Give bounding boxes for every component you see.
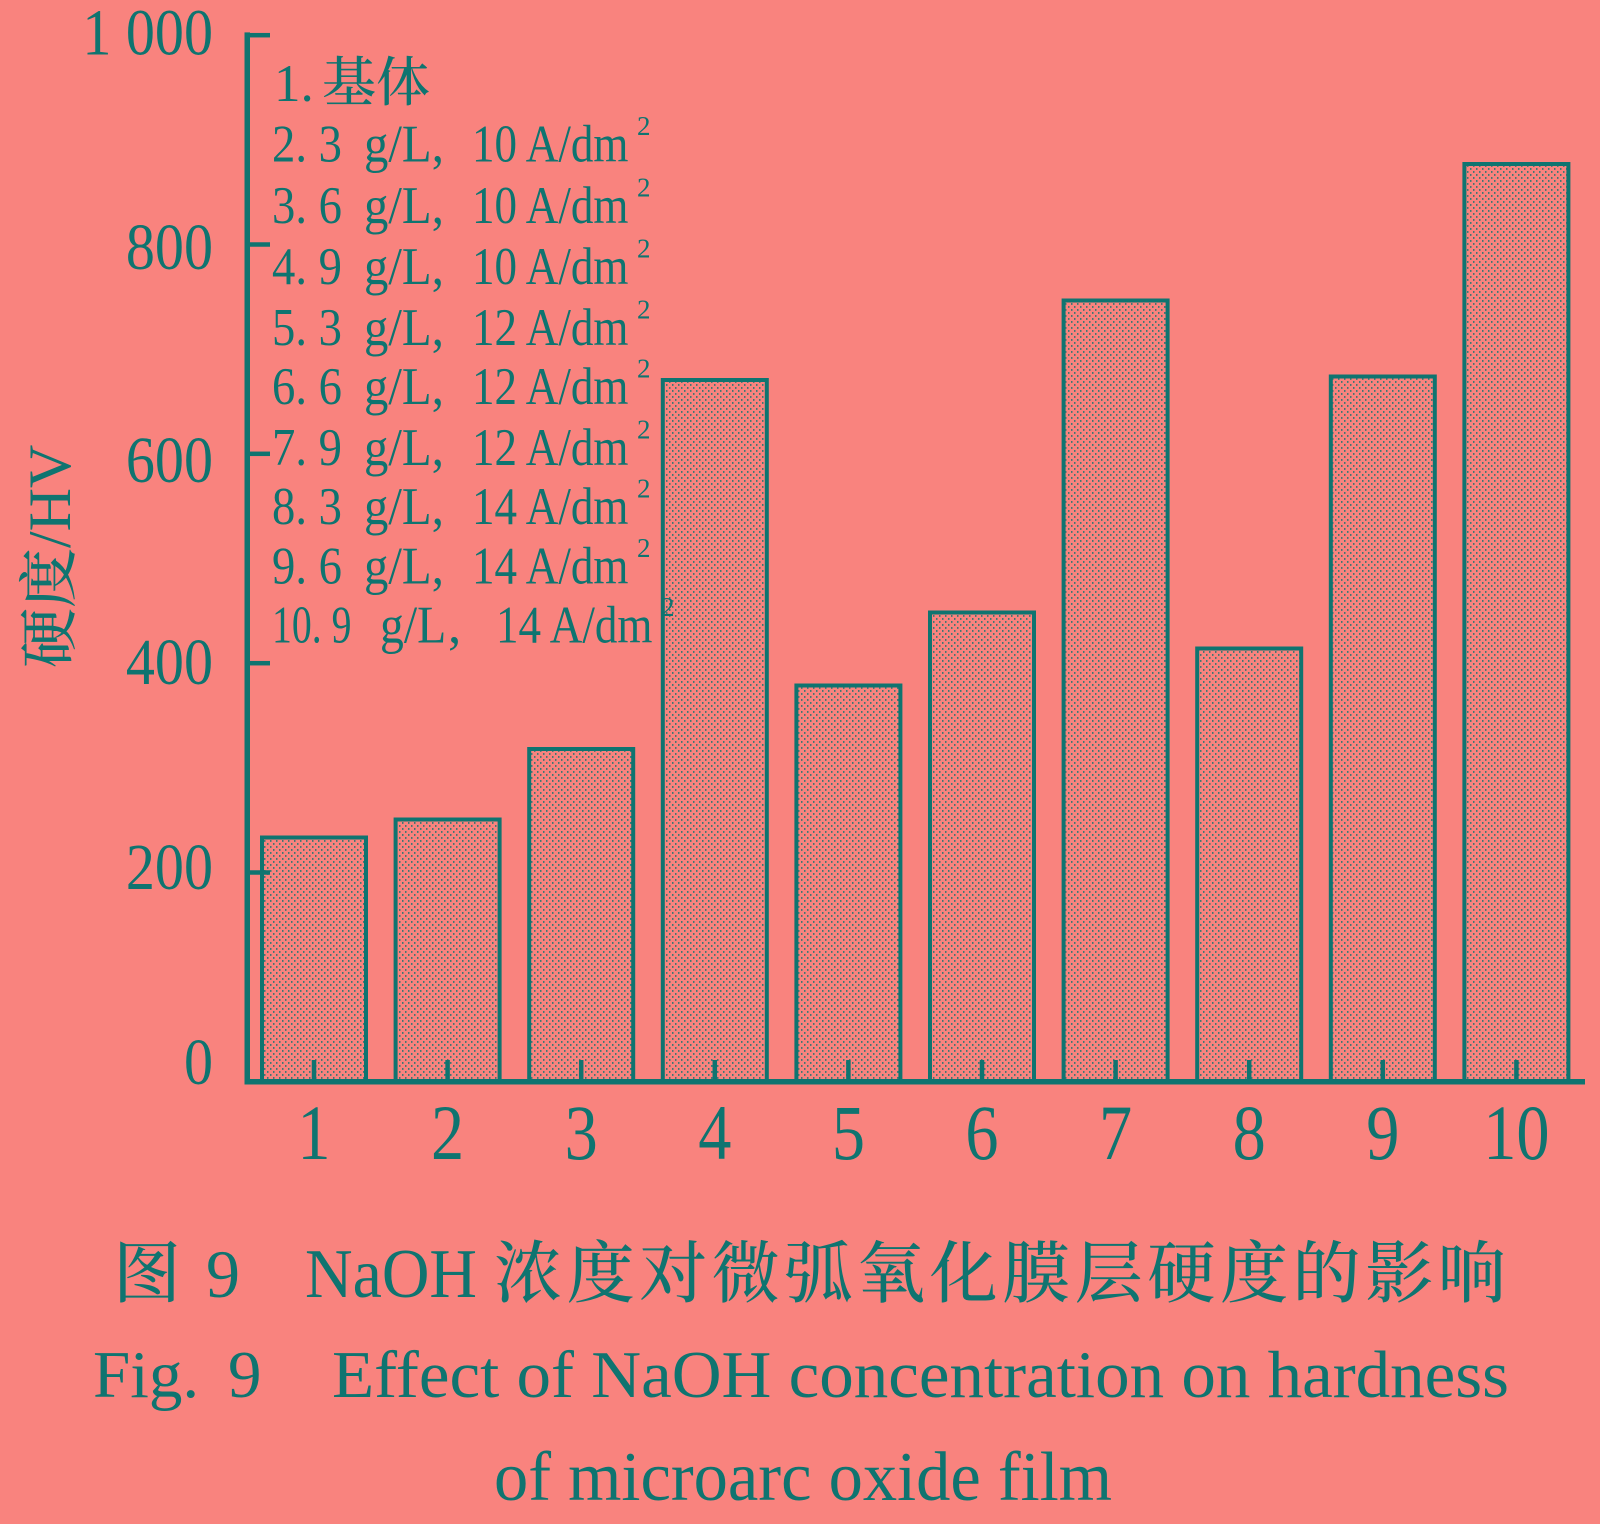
svg-text:2: 2 <box>637 533 651 563</box>
svg-text:200: 200 <box>126 832 213 904</box>
svg-text:14 A/dm: 14 A/dm <box>472 477 628 536</box>
svg-text:,: , <box>448 597 461 655</box>
svg-text:9: 9 <box>206 1236 240 1312</box>
svg-text:12 A/dm: 12 A/dm <box>472 418 628 477</box>
svg-text:5. 3: 5. 3 <box>272 298 342 356</box>
svg-text:1 000: 1 000 <box>82 0 213 69</box>
svg-text:g/L,: g/L, <box>364 538 444 596</box>
svg-text:400: 400 <box>126 627 213 699</box>
svg-text:600: 600 <box>126 425 213 497</box>
svg-text:8. 3: 8. 3 <box>272 477 342 535</box>
svg-text:8: 8 <box>1233 1090 1266 1176</box>
svg-text:12 A/dm: 12 A/dm <box>472 298 628 357</box>
svg-text:2. 3: 2. 3 <box>272 115 342 173</box>
svg-text:2: 2 <box>431 1090 464 1176</box>
svg-text:9: 9 <box>228 1338 262 1412</box>
svg-text:Fig.: Fig. <box>93 1338 199 1412</box>
svg-text:14 A/dm: 14 A/dm <box>472 536 628 595</box>
svg-text:10. 9: 10. 9 <box>272 596 351 655</box>
svg-text:2: 2 <box>637 415 651 445</box>
svg-text:10 A/dm: 10 A/dm <box>472 114 628 173</box>
svg-text:14 A/dm: 14 A/dm <box>496 595 652 654</box>
svg-text:2: 2 <box>637 354 651 384</box>
svg-text:g/L,: g/L, <box>364 419 444 477</box>
svg-text:3. 6: 3. 6 <box>272 176 342 234</box>
svg-text:7: 7 <box>1099 1090 1132 1176</box>
svg-text:g/L: g/L <box>380 595 446 654</box>
svg-text:/HV: /HV <box>17 445 83 548</box>
svg-text:9. 6: 9. 6 <box>272 537 342 595</box>
svg-text:10 A/dm: 10 A/dm <box>472 237 628 296</box>
svg-text:g/L,: g/L, <box>364 478 444 536</box>
svg-text:6: 6 <box>965 1090 998 1176</box>
svg-text:Effect of NaOH concentration o: Effect of NaOH concentration on hardness <box>332 1338 1509 1412</box>
svg-text:g/L,: g/L, <box>364 358 444 416</box>
svg-text:12 A/dm: 12 A/dm <box>472 357 628 416</box>
svg-text:6. 6: 6. 6 <box>272 357 342 415</box>
svg-text:10 A/dm: 10 A/dm <box>472 176 628 235</box>
svg-text:9: 9 <box>1366 1090 1399 1176</box>
svg-text:2: 2 <box>637 295 651 325</box>
svg-text:2: 2 <box>637 234 651 264</box>
svg-text:10: 10 <box>1483 1090 1549 1176</box>
svg-text:4. 9: 4. 9 <box>272 237 342 295</box>
svg-text:g/L,: g/L, <box>364 177 444 235</box>
svg-text:1: 1 <box>297 1090 330 1176</box>
svg-text:4: 4 <box>698 1090 731 1176</box>
svg-text:1.: 1. <box>274 55 314 113</box>
svg-text:3: 3 <box>565 1090 598 1176</box>
svg-text:2: 2 <box>661 592 675 622</box>
svg-text:NaOH: NaOH <box>305 1236 477 1313</box>
svg-text:7. 9: 7. 9 <box>272 418 342 476</box>
svg-text:800: 800 <box>126 212 213 284</box>
svg-text:2: 2 <box>637 474 651 504</box>
svg-text:2: 2 <box>637 173 651 203</box>
svg-text:g/L,: g/L, <box>364 238 444 296</box>
svg-text:2: 2 <box>637 111 651 141</box>
svg-text:g/L,: g/L, <box>364 116 444 174</box>
svg-text:g/L,: g/L, <box>364 299 444 357</box>
svg-text:0: 0 <box>184 1027 213 1099</box>
svg-text:of microarc oxide film: of microarc oxide film <box>494 1439 1112 1516</box>
svg-text:5: 5 <box>832 1090 865 1176</box>
